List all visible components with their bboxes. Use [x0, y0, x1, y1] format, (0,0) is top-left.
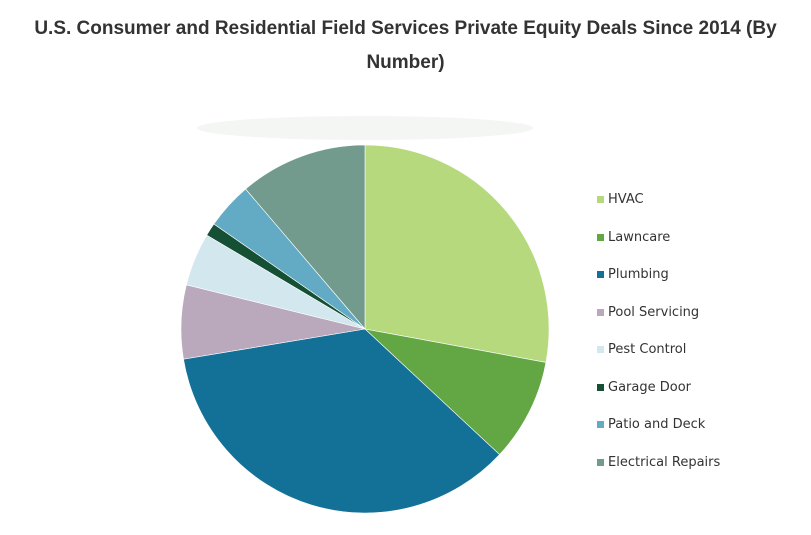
legend-item-garage-door: Garage Door — [597, 369, 797, 407]
chart-title: U.S. Consumer and Residential Field Serv… — [0, 12, 811, 80]
legend-swatch — [597, 308, 604, 316]
legend-label: Plumbing — [608, 267, 669, 283]
legend-item-hvac: HVAC — [597, 181, 797, 219]
chart-title-line-2: Number) — [366, 52, 445, 73]
legend-label: Garage Door — [608, 379, 691, 395]
pie-slice-electrical-repairs — [245, 144, 366, 330]
legend-swatch — [597, 346, 604, 354]
legend-label: Pest Control — [608, 342, 687, 358]
legend-swatch — [597, 233, 604, 241]
pie-backdrop-shadow — [197, 116, 533, 140]
legend-swatch — [597, 271, 604, 279]
pie-slices — [180, 144, 550, 514]
legend-label: Pool Servicing — [608, 304, 700, 320]
legend-swatch — [597, 421, 604, 429]
pie-slice-hvac — [364, 144, 550, 363]
chart-legend: HVAC Lawncare Plumbing Pool Servicing Pest C… — [597, 181, 797, 481]
legend-label: Lawncare — [608, 229, 671, 245]
legend-swatch — [597, 196, 604, 204]
pie-slice-plumbing — [183, 328, 500, 514]
pie-slice-lawncare — [364, 328, 547, 455]
legend-swatch — [597, 458, 604, 466]
legend-item-lawncare: Lawncare — [597, 219, 797, 257]
legend-swatch — [597, 383, 604, 391]
legend-label: Electrical Repairs — [608, 454, 721, 470]
legend-label: Patio and Deck — [608, 417, 706, 433]
chart-title-line-1: U.S. Consumer and Residential Field Serv… — [34, 18, 777, 39]
legend-item-electrical-repairs: Electrical Repairs — [597, 444, 797, 482]
legend-item-patio-and-deck: Patio and Deck — [597, 406, 797, 444]
legend-item-plumbing: Plumbing — [597, 256, 797, 294]
legend-item-pest-control: Pest Control — [597, 331, 797, 369]
legend-item-pool-servicing: Pool Servicing — [597, 294, 797, 332]
legend-label: HVAC — [608, 192, 644, 208]
